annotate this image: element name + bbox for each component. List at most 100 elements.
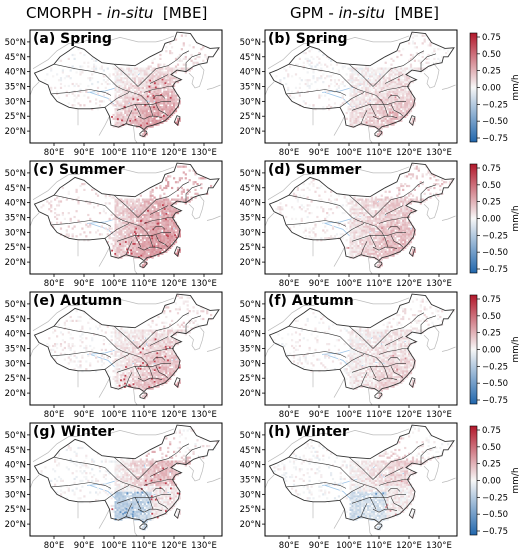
grid-cell (174, 38, 178, 41)
coastline (206, 346, 221, 352)
grid-cell (147, 202, 150, 205)
grid-cell (413, 42, 416, 45)
grid-cell (349, 231, 352, 234)
grid-cell (392, 206, 395, 209)
grid-cell (312, 227, 315, 230)
grid-cell (367, 239, 370, 242)
grid-cell (408, 84, 411, 88)
grid-cell (137, 96, 141, 99)
province-border (167, 50, 190, 66)
grid-cell (59, 331, 63, 334)
grid-cell (186, 198, 189, 201)
grid-cell (104, 348, 107, 351)
grid-cell (351, 204, 354, 207)
grid-cell (143, 96, 146, 99)
grid-cell (145, 106, 148, 109)
grid-cell (126, 96, 129, 99)
grid-cell (124, 71, 127, 74)
grid-cell (147, 111, 150, 115)
grid-cell (118, 248, 121, 251)
grid-cell (380, 71, 383, 74)
china-border (33, 31, 220, 131)
grid-cell (139, 92, 142, 95)
y-tick-label: 20°N (240, 127, 261, 137)
grid-cell (157, 231, 160, 234)
grid-cell (378, 200, 381, 203)
grid-cell (120, 123, 123, 126)
grid-cell (143, 121, 146, 124)
grid-cell (384, 86, 387, 89)
grid-cell (54, 198, 57, 201)
grid-cell (79, 184, 82, 188)
grid-cell (398, 102, 401, 105)
grid-cell (404, 223, 407, 226)
grid-cell (302, 206, 305, 209)
grid-cell (174, 235, 178, 238)
grid-cell (165, 223, 168, 226)
grid-cell (370, 71, 374, 74)
grid-cell (155, 213, 158, 217)
grid-cell (398, 200, 401, 203)
grid-cell (149, 229, 152, 232)
grid-cell (359, 115, 362, 118)
grid-cell (400, 233, 403, 236)
grid-cell (367, 88, 370, 91)
grid-cell (396, 219, 399, 222)
grid-cell (328, 57, 331, 60)
y-tick-label: 40°N (5, 68, 26, 78)
grid-cell (120, 110, 123, 113)
grid-cell (408, 94, 411, 97)
grid-cell (378, 239, 381, 242)
grid-cell (359, 198, 362, 201)
province-border (339, 223, 365, 239)
grid-cell (408, 173, 411, 176)
grid-cell (390, 121, 393, 124)
grid-cell (118, 77, 121, 80)
grid-cell (378, 102, 381, 105)
grid-cell (406, 102, 409, 105)
grid-cell (151, 256, 154, 259)
grid-cell (124, 75, 127, 78)
grid-cell (63, 352, 66, 355)
grid-cell (396, 115, 399, 118)
grid-cell (128, 200, 131, 203)
grid-cell (365, 237, 368, 240)
grid-cell (157, 111, 160, 115)
grid-cell (372, 75, 376, 78)
grid-cell (50, 67, 53, 70)
grid-cell (174, 71, 178, 74)
grid-cell (116, 244, 119, 248)
grid-cell (390, 241, 393, 244)
grid-cell (370, 92, 374, 95)
grid-cell (157, 88, 160, 91)
grid-cell (406, 227, 409, 230)
grid-cell (122, 227, 125, 230)
grid-cell (118, 206, 121, 209)
grid-cell (415, 196, 418, 199)
grid-cell (369, 115, 372, 118)
grid-cell (353, 117, 356, 120)
grid-cell (147, 212, 150, 215)
y-tick-label: 25°N (5, 243, 26, 253)
grid-cell (392, 71, 395, 74)
grid-cell (359, 202, 362, 205)
grid-cell (302, 231, 305, 234)
grid-cell (69, 358, 72, 361)
grid-cell (151, 248, 154, 251)
grid-cell (159, 106, 162, 109)
grid-cell (355, 242, 358, 246)
grid-cell (408, 98, 411, 101)
grid-cell (429, 196, 432, 199)
grid-cell (320, 206, 323, 209)
grid-cell (202, 177, 205, 180)
station-cell (133, 243, 136, 245)
grid-cell (351, 94, 354, 97)
grid-cell (402, 235, 405, 238)
grid-cell (390, 250, 393, 253)
grid-cell (409, 235, 413, 238)
grid-cell (349, 250, 352, 253)
grid-cell (135, 200, 139, 203)
grid-cell (155, 212, 158, 215)
grid-cell (361, 202, 364, 205)
grid-cell (190, 59, 193, 62)
